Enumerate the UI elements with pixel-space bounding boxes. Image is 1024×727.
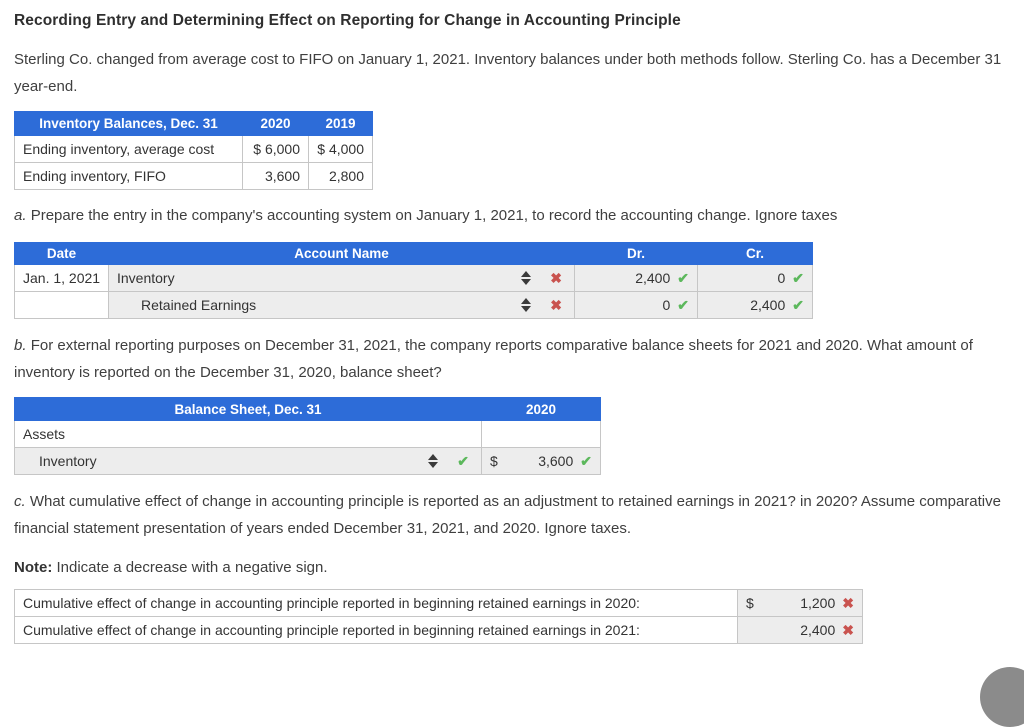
cr-input-cell[interactable]: 2,400 ✔ xyxy=(697,291,813,319)
amount-value: 1,200 xyxy=(800,595,836,611)
column-header-2019: 2019 xyxy=(308,111,373,136)
exercise-page: Recording Entry and Determining Effect o… xyxy=(14,12,1010,644)
table-header-row: Date Account Name Dr. Cr. xyxy=(14,242,813,265)
inventory-row: Inventory ✔ $3,600 ✔ xyxy=(14,447,601,475)
dr-input-cell[interactable]: 2,400 ✔ xyxy=(574,264,698,292)
part-letter: c. xyxy=(14,493,26,510)
correct-check-icon: ✔ xyxy=(792,270,804,286)
dr-value: 0 xyxy=(662,297,671,313)
account-select-cell[interactable]: Retained Earnings ✖ xyxy=(108,291,575,319)
currency-symbol: $ xyxy=(490,453,498,469)
incorrect-x-icon: ✖ xyxy=(550,270,562,286)
incorrect-x-icon: ✖ xyxy=(842,622,854,638)
part-letter: a. xyxy=(14,207,27,224)
correct-check-icon: ✔ xyxy=(677,297,689,313)
empty-cell xyxy=(481,420,601,448)
column-header-account-name: Account Name xyxy=(108,242,575,265)
part-a-paragraph: a. Prepare the entry in the company's ac… xyxy=(14,202,1010,229)
account-name: Retained Earnings xyxy=(141,297,257,313)
incorrect-x-icon: ✖ xyxy=(550,297,562,313)
column-header-date: Date xyxy=(14,242,109,265)
correct-check-icon: ✔ xyxy=(792,297,804,313)
row-label: Cumulative effect of change in accountin… xyxy=(14,589,738,617)
amount-input-cell[interactable]: $1,200 ✖ xyxy=(737,589,863,617)
amount-value: 3,600 xyxy=(538,453,574,469)
correct-check-icon: ✔ xyxy=(580,453,592,469)
cumulative-row-2021: Cumulative effect of change in accountin… xyxy=(14,616,863,644)
intro-paragraph: Sterling Co. changed from average cost t… xyxy=(14,51,1002,95)
cr-value: 2,400 xyxy=(750,297,786,313)
currency-symbol: $ xyxy=(746,595,754,611)
column-header-2020: 2020 xyxy=(481,397,601,421)
table-header-row: Balance Sheet, Dec. 31 2020 xyxy=(14,397,601,421)
part-text: Prepare the entry in the company's accou… xyxy=(30,207,838,224)
column-header-dr: Dr. xyxy=(574,242,698,265)
account-name: Inventory xyxy=(39,453,97,469)
select-updown-icon[interactable] xyxy=(521,271,532,285)
row-label: Ending inventory, average cost xyxy=(14,135,243,163)
row-label: Ending inventory, FIFO xyxy=(14,162,243,190)
column-header-inventory-balances: Inventory Balances, Dec. 31 xyxy=(14,111,243,136)
section-label: Assets xyxy=(14,420,482,448)
date-cell: Jan. 1, 2021 xyxy=(14,264,109,292)
correct-check-icon: ✔ xyxy=(457,453,469,469)
table-header-row: Inventory Balances, Dec. 31 2020 2019 xyxy=(14,111,373,136)
row-label: Cumulative effect of change in accountin… xyxy=(14,616,738,644)
page-title: Recording Entry and Determining Effect o… xyxy=(14,12,681,29)
table-row: Ending inventory, average cost $ 6,000 $… xyxy=(14,135,373,163)
column-header-cr: Cr. xyxy=(697,242,813,265)
column-header-2020: 2020 xyxy=(242,111,309,136)
column-header-balance-sheet: Balance Sheet, Dec. 31 xyxy=(14,397,482,421)
value-2020: 3,600 xyxy=(242,162,309,190)
part-letter: b. xyxy=(14,337,27,354)
note-text: Indicate a decrease with a negative sign… xyxy=(56,559,328,576)
date-cell xyxy=(14,291,109,319)
journal-entry-table: Date Account Name Dr. Cr. Jan. 1, 2021 I… xyxy=(14,242,813,319)
assets-section-row: Assets xyxy=(14,420,601,448)
amount-input-cell[interactable]: 2,400 ✖ xyxy=(737,616,863,644)
account-select-cell[interactable]: Inventory ✖ xyxy=(108,264,575,292)
note-line: Note: Indicate a decrease with a negativ… xyxy=(14,559,1010,576)
corner-scroll-button[interactable] xyxy=(980,667,1024,727)
cumulative-effect-table: Cumulative effect of change in accountin… xyxy=(14,589,863,644)
select-updown-icon[interactable] xyxy=(521,298,532,312)
journal-row-2: Retained Earnings ✖ 0 ✔ 2,400 ✔ xyxy=(14,291,813,319)
dr-value: 2,400 xyxy=(635,270,671,286)
part-text: For external reporting purposes on Decem… xyxy=(14,337,973,381)
part-text: What cumulative effect of change in acco… xyxy=(14,493,1001,537)
table-row: Ending inventory, FIFO 3,600 2,800 xyxy=(14,162,373,190)
account-name: Inventory xyxy=(117,270,175,286)
incorrect-x-icon: ✖ xyxy=(842,595,854,611)
value-2019: 2,800 xyxy=(308,162,373,190)
select-updown-icon[interactable] xyxy=(428,454,439,468)
inventory-balances-table: Inventory Balances, Dec. 31 2020 2019 En… xyxy=(14,111,373,190)
journal-row-1: Jan. 1, 2021 Inventory ✖ 2,400 ✔ 0 ✔ xyxy=(14,264,813,292)
correct-check-icon: ✔ xyxy=(677,270,689,286)
dr-input-cell[interactable]: 0 ✔ xyxy=(574,291,698,319)
part-b-paragraph: b. For external reporting purposes on De… xyxy=(14,332,1010,386)
account-select-cell[interactable]: Inventory ✔ xyxy=(14,447,482,475)
cumulative-row-2020: Cumulative effect of change in accountin… xyxy=(14,589,863,617)
cr-input-cell[interactable]: 0 ✔ xyxy=(697,264,813,292)
amount-input-cell[interactable]: $3,600 ✔ xyxy=(481,447,601,475)
note-label: Note: xyxy=(14,559,53,576)
balance-sheet-table: Balance Sheet, Dec. 31 2020 Assets Inven… xyxy=(14,397,601,475)
part-c-paragraph: c. What cumulative effect of change in a… xyxy=(14,488,1010,542)
amount-value: 2,400 xyxy=(800,622,836,638)
value-2020: $ 6,000 xyxy=(242,135,309,163)
cr-value: 0 xyxy=(777,270,786,286)
value-2019: $ 4,000 xyxy=(308,135,373,163)
